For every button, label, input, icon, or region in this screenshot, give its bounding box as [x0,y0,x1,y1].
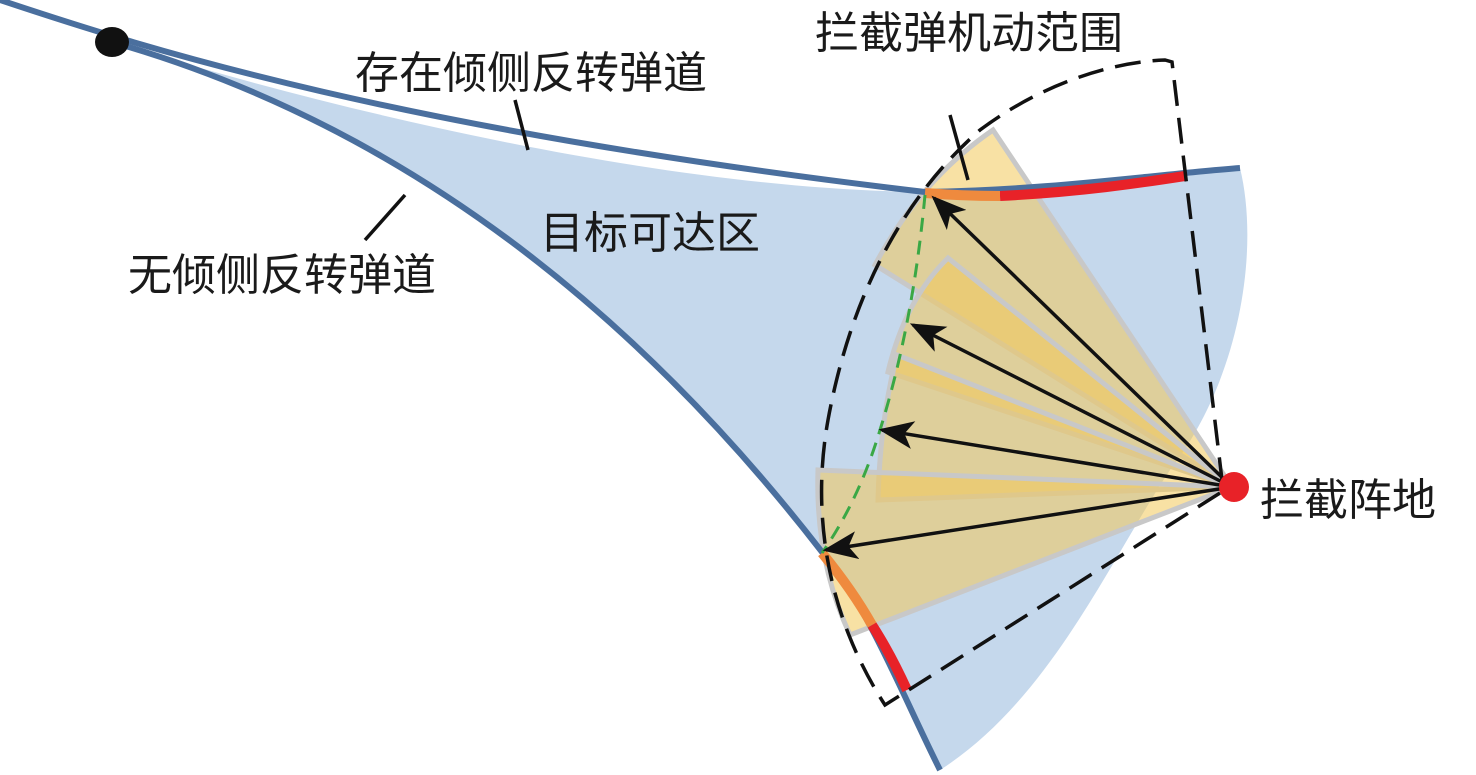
launch-point-marker [95,27,129,57]
intercept-site-marker [1219,472,1249,502]
upper-overlap-segment [924,188,1001,201]
arrow [931,195,1234,489]
leader-line-without-bank [363,193,407,242]
upper-intercept-segment [999,171,1186,201]
arrow [909,323,1233,489]
intercept-arrows [822,195,1234,560]
label-without-bank-reversal: 无倾侧反转弹道 [128,250,436,301]
leader-line-with-bank [513,99,530,151]
green-boundary [820,194,927,554]
lower-intercept-segment [867,622,912,693]
arrow [878,421,1233,489]
wedge [885,254,1234,490]
arrow [822,485,1233,560]
leader-line-maneuver-range [948,114,970,181]
label-with-bank-reversal: 存在倾侧反转弹道 [355,48,707,99]
label-reachable-region: 目标可达区 [540,208,760,259]
maneuver-range-outline [819,58,1224,708]
label-maneuver-range: 拦截弹机动范围 [815,8,1123,59]
label-intercept-site: 拦截阵地 [1260,475,1436,526]
trajectory-with-bank-reversal [0,0,1241,196]
